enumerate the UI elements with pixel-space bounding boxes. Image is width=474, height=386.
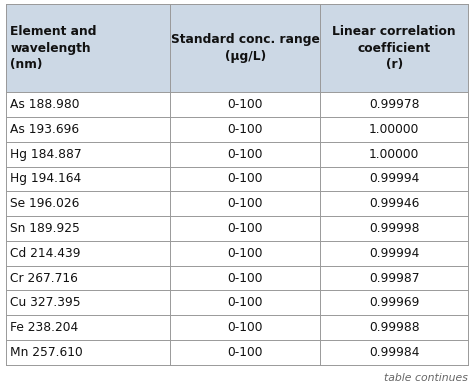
Text: Hg 184.887: Hg 184.887 — [10, 148, 82, 161]
Text: 0.99998: 0.99998 — [369, 222, 419, 235]
Bar — [6, 340, 468, 365]
Bar — [6, 167, 468, 191]
Text: Cu 327.395: Cu 327.395 — [10, 296, 81, 309]
Text: 0-100: 0-100 — [228, 272, 263, 284]
Text: Linear correlation
coefficient
(r): Linear correlation coefficient (r) — [332, 25, 456, 71]
Text: 0-100: 0-100 — [228, 197, 263, 210]
Text: 0-100: 0-100 — [228, 247, 263, 260]
Text: Element and
wavelength
(nm): Element and wavelength (nm) — [10, 25, 97, 71]
Bar — [6, 117, 468, 142]
Text: 0.99946: 0.99946 — [369, 197, 419, 210]
Text: Cd 214.439: Cd 214.439 — [10, 247, 81, 260]
Text: As 193.696: As 193.696 — [10, 123, 80, 136]
Text: Mn 257.610: Mn 257.610 — [10, 346, 83, 359]
Bar — [6, 315, 468, 340]
Text: 0.99969: 0.99969 — [369, 296, 419, 309]
Text: 0-100: 0-100 — [228, 123, 263, 136]
Text: Hg 194.164: Hg 194.164 — [10, 173, 82, 186]
Text: Fe 238.204: Fe 238.204 — [10, 321, 79, 334]
Bar — [6, 241, 468, 266]
Text: 0.99988: 0.99988 — [369, 321, 419, 334]
Text: 0.99994: 0.99994 — [369, 173, 419, 186]
Text: 1.00000: 1.00000 — [369, 148, 419, 161]
Text: 0-100: 0-100 — [228, 321, 263, 334]
Text: 1.00000: 1.00000 — [369, 123, 419, 136]
Text: 0-100: 0-100 — [228, 173, 263, 186]
Text: 0-100: 0-100 — [228, 98, 263, 111]
Text: 0-100: 0-100 — [228, 222, 263, 235]
Text: Se 196.026: Se 196.026 — [10, 197, 80, 210]
Bar — [6, 290, 468, 315]
Bar — [6, 191, 468, 216]
Bar — [6, 92, 468, 117]
Text: 0-100: 0-100 — [228, 346, 263, 359]
Text: 0.99994: 0.99994 — [369, 247, 419, 260]
Bar — [6, 4, 468, 92]
Text: 0.99987: 0.99987 — [369, 272, 419, 284]
Text: As 188.980: As 188.980 — [10, 98, 80, 111]
Text: Sn 189.925: Sn 189.925 — [10, 222, 80, 235]
Bar — [6, 266, 468, 290]
Text: Cr 267.716: Cr 267.716 — [10, 272, 78, 284]
Text: table continues: table continues — [384, 373, 468, 383]
Bar — [6, 216, 468, 241]
Text: 0.99978: 0.99978 — [369, 98, 419, 111]
Text: 0-100: 0-100 — [228, 296, 263, 309]
Bar — [6, 142, 468, 167]
Text: 0.99984: 0.99984 — [369, 346, 419, 359]
Text: Standard conc. range
(μg/L): Standard conc. range (μg/L) — [171, 33, 319, 63]
Text: 0-100: 0-100 — [228, 148, 263, 161]
